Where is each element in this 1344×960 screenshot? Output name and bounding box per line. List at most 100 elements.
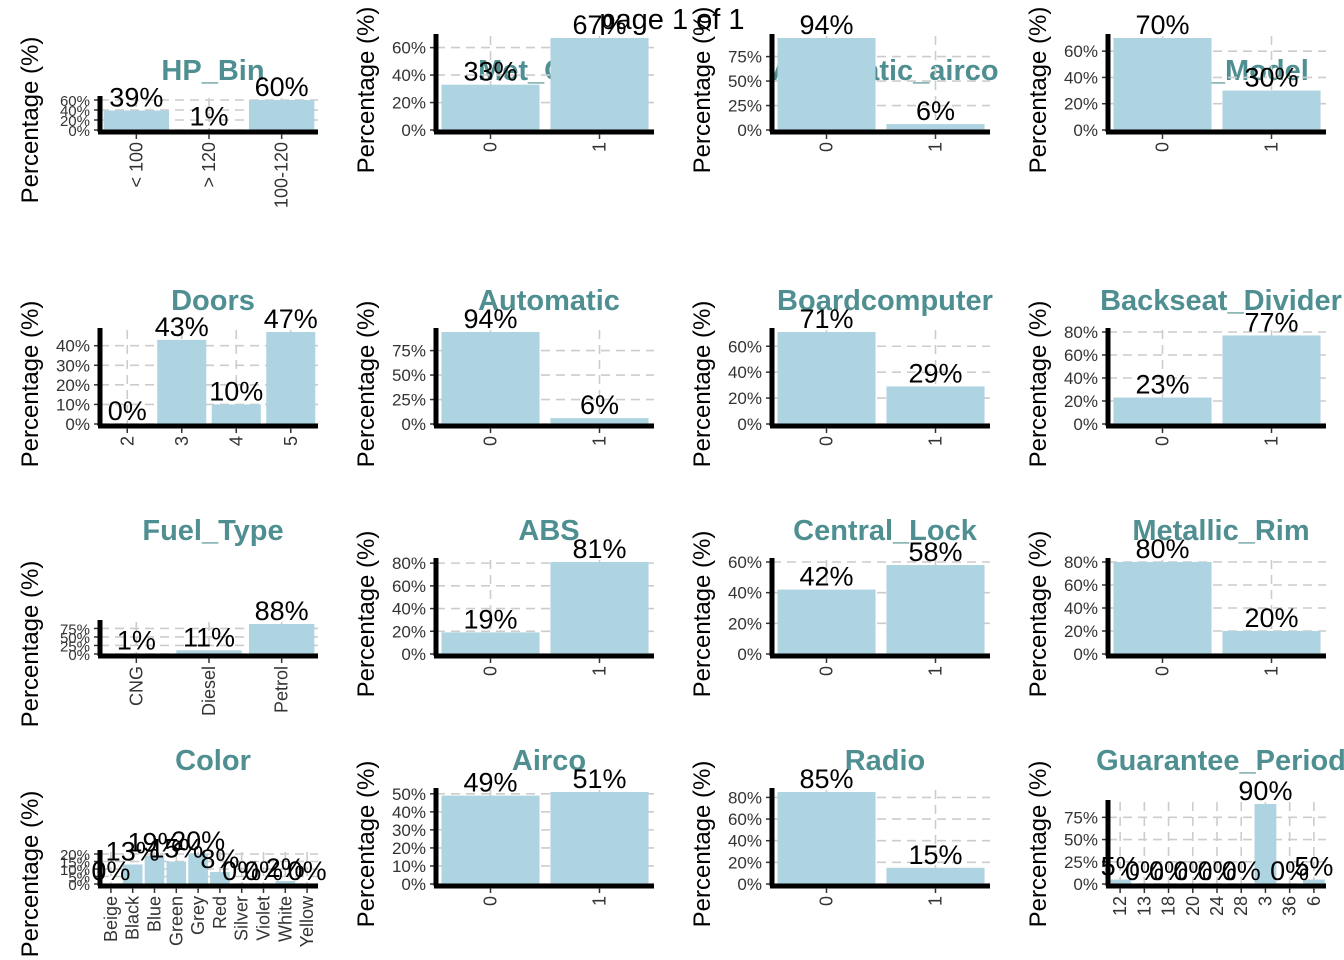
x-tick-label: 0 xyxy=(817,666,837,676)
y-axis-label: Percentage (%) xyxy=(17,791,44,958)
x-tick-label: Violet xyxy=(254,896,274,941)
data-label: 10% xyxy=(209,376,263,406)
chart-panel-boardcomputer: Boardcomputer Percentage (%) 0% 20% 40% 60% 0 1… xyxy=(689,285,993,467)
y-tick-label: 0% xyxy=(68,123,90,140)
bar-1 xyxy=(550,38,649,130)
x-tick-label: 0 xyxy=(1153,666,1173,676)
x-tick-label: 13 xyxy=(1134,896,1154,916)
x-tick-label: 1 xyxy=(1262,436,1282,446)
bar-Grey xyxy=(188,854,208,884)
x-tick-label: Red xyxy=(210,896,230,929)
bar-0 xyxy=(441,332,540,424)
y-tick-label: 0% xyxy=(1073,415,1098,434)
data-label: 42% xyxy=(799,562,853,592)
data-label: 6% xyxy=(580,390,619,420)
bar-0 xyxy=(441,84,540,130)
y-tick-label: 60% xyxy=(728,337,762,356)
y-tick-label: 0% xyxy=(401,415,426,434)
y-tick-label: 0% xyxy=(68,647,90,664)
y-tick-label: 40% xyxy=(728,363,762,382)
x-tick-label: 1 xyxy=(1262,142,1282,152)
x-tick-label: Blue xyxy=(145,896,165,932)
data-label: 6% xyxy=(916,96,955,126)
y-tick-label: 20% xyxy=(60,113,90,130)
x-tick-label: Beige xyxy=(101,896,121,942)
y-tick-label: 0% xyxy=(401,645,426,664)
x-tick-label: 24 xyxy=(1207,896,1227,916)
y-axis-label: Percentage (%) xyxy=(1025,301,1052,468)
y-tick-label: 60% xyxy=(1064,346,1098,365)
bar-< 100 xyxy=(103,110,170,130)
bar-0 xyxy=(1113,38,1212,130)
x-tick-label: 0 xyxy=(817,896,837,906)
data-label: 11% xyxy=(183,622,235,652)
bar-White xyxy=(275,881,296,884)
x-tick-label: 0 xyxy=(1153,142,1173,152)
bar-12 xyxy=(1109,879,1132,884)
x-tick-label: 5 xyxy=(281,436,301,446)
data-label: 81% xyxy=(572,534,626,564)
data-label: 43% xyxy=(155,312,209,342)
data-label: 15% xyxy=(149,834,203,864)
x-tick-label: > 120 xyxy=(199,142,219,188)
x-tick-label: 12 xyxy=(1110,896,1130,916)
x-tick-label: 0 xyxy=(1153,436,1173,446)
chart-title: Guarantee_Period xyxy=(1096,745,1344,777)
x-tick-label: Green xyxy=(166,896,186,946)
y-tick-label: 5% xyxy=(68,870,90,887)
data-label: 85% xyxy=(799,764,853,794)
data-label: 90% xyxy=(1238,776,1292,806)
chart-panel-airco: Airco Percentage (%) 0%10%20%30%40%50% 0 1 49… xyxy=(353,745,654,927)
y-tick-label: 20% xyxy=(728,389,762,408)
y-tick-label: 40% xyxy=(1064,369,1098,388)
data-label: 58% xyxy=(908,537,962,567)
bar-1 xyxy=(550,418,649,424)
x-tick-label: 36 xyxy=(1280,896,1300,916)
bar-1 xyxy=(550,792,649,884)
x-tick-label: CNG xyxy=(126,666,146,706)
y-tick-label: 25% xyxy=(728,97,762,116)
bar-6 xyxy=(1302,879,1325,884)
y-tick-label: 0% xyxy=(1073,875,1098,894)
bar-1 xyxy=(550,562,649,654)
y-tick-label: 80% xyxy=(728,788,762,807)
bar-3 xyxy=(157,339,207,424)
chart-title: Automatic xyxy=(478,285,620,317)
y-tick-label: 10% xyxy=(392,857,426,876)
y-axis-label: Percentage (%) xyxy=(353,761,380,928)
bar-1 xyxy=(886,565,985,654)
y-tick-label: 25% xyxy=(392,391,426,410)
x-tick-label: 1 xyxy=(590,666,610,676)
y-tick-label: 20% xyxy=(1064,95,1098,114)
data-label: 80% xyxy=(1135,534,1189,564)
x-tick-label: 1 xyxy=(590,142,610,152)
x-tick-label: Yellow xyxy=(297,895,317,947)
chart-title: Doors xyxy=(171,285,255,317)
y-tick-label: 40% xyxy=(1064,599,1098,618)
bar-0 xyxy=(1113,397,1212,424)
bar-1 xyxy=(1222,631,1321,654)
y-tick-label: 0% xyxy=(737,415,762,434)
data-label: 19% xyxy=(127,828,181,858)
x-tick-label: 0 xyxy=(481,436,501,446)
chart-panel-central-lock: Central_Lock Percentage (%) 0% 20% 40% 60% 0 1 4… xyxy=(689,515,990,697)
y-tick-label: 0% xyxy=(737,875,762,894)
x-tick-label: 1 xyxy=(590,896,610,906)
data-label: 33% xyxy=(463,57,517,87)
data-label: 5% xyxy=(1294,852,1333,882)
data-label: 29% xyxy=(908,358,962,388)
y-tick-label: 20% xyxy=(60,847,90,864)
x-tick-label: 0 xyxy=(817,436,837,446)
chart-panel-radio: Radio Percentage (%) 0% 20% 40% 60% 80% 0 1 85% 15… xyxy=(689,745,990,927)
data-label: 1% xyxy=(117,626,156,656)
y-axis-label: Percentage (%) xyxy=(353,7,380,174)
bar-3 xyxy=(1254,804,1277,884)
y-tick-label: 10% xyxy=(56,395,90,414)
y-tick-label: 15% xyxy=(60,855,90,872)
y-tick-label: 40% xyxy=(56,337,90,356)
y-tick-label: 40% xyxy=(392,803,426,822)
y-tick-label: 50% xyxy=(60,630,90,647)
y-tick-label: 60% xyxy=(392,577,426,596)
bar-Blue xyxy=(144,855,165,884)
